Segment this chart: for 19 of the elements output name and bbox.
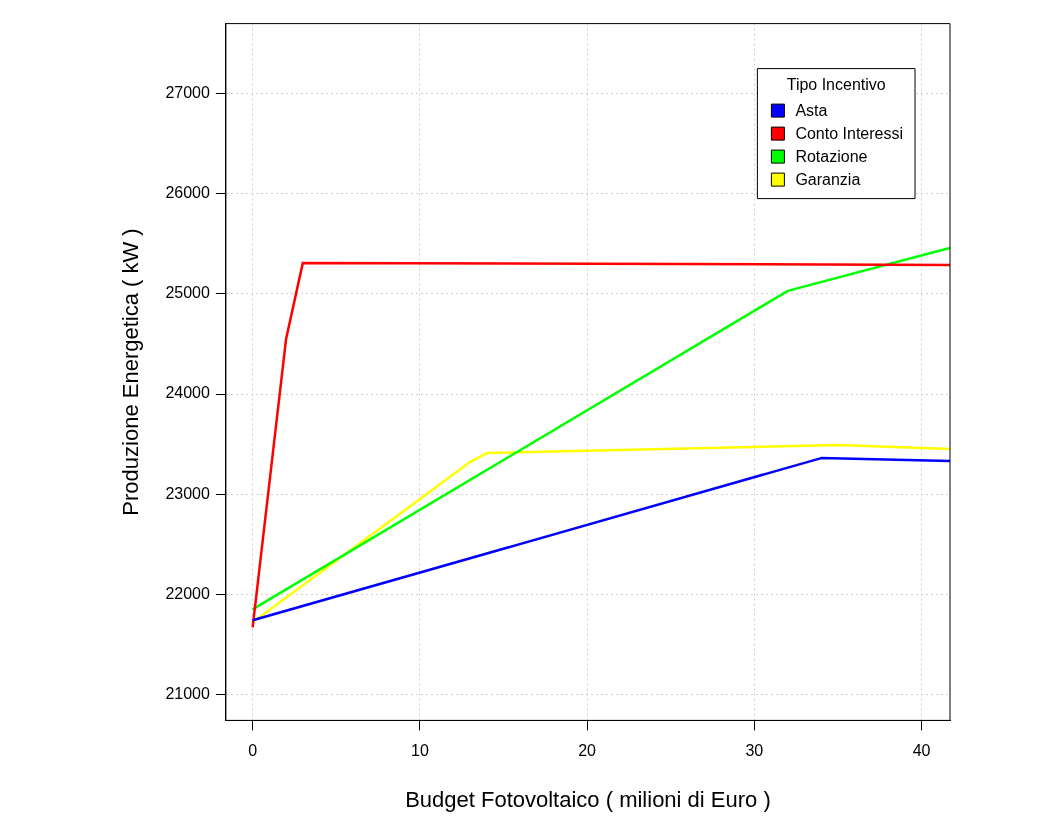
x-axis-title: Budget Fotovoltaico ( milioni di Euro ) (405, 786, 771, 812)
x-tick-label: 40 (912, 742, 931, 760)
legend-label: Garanzia (795, 170, 861, 188)
y-tick-label: 23000 (165, 484, 210, 502)
x-tick-label: 0 (248, 742, 258, 760)
legend-label: Conto Interessi (795, 124, 903, 142)
y-tick-label: 21000 (165, 684, 210, 702)
y-tick-label: 25000 (165, 284, 210, 302)
legend-label: Rotazione (795, 147, 868, 165)
y-tick-label: 27000 (165, 84, 210, 102)
y-tick-label: 24000 (165, 384, 210, 402)
x-tick-label: 20 (578, 742, 597, 760)
y-tick-label: 22000 (165, 584, 210, 602)
x-tick-label: 30 (745, 742, 764, 760)
y-axis-title: Produzione Energetica ( kW ) (118, 228, 144, 516)
x-tick-label: 10 (410, 742, 429, 760)
legend-label: Asta (795, 101, 828, 119)
legend-title: Tipo Incentivo (786, 76, 886, 94)
y-tick-label: 26000 (165, 184, 210, 202)
